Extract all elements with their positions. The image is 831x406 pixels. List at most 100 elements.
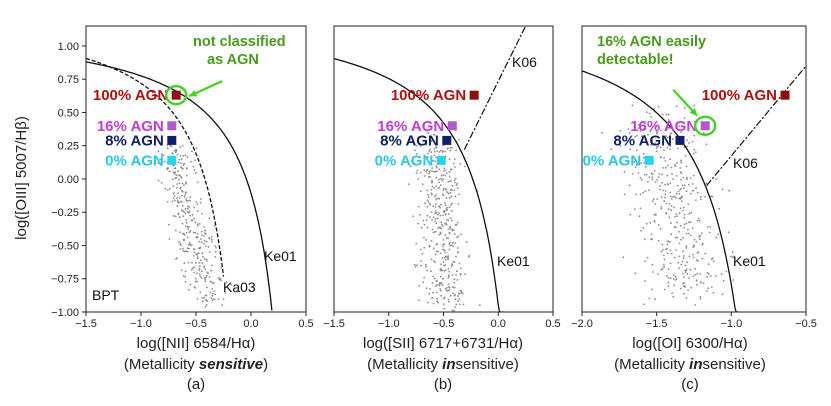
agn-label-16pct: 16% AGN bbox=[630, 118, 697, 135]
galaxy-point bbox=[682, 257, 685, 260]
galaxy-point bbox=[184, 212, 187, 215]
galaxy-point bbox=[675, 249, 678, 251]
galaxy-point bbox=[440, 174, 443, 177]
galaxy-point bbox=[196, 210, 199, 213]
galaxy-point bbox=[442, 245, 444, 248]
panel-b-curve-label-k06: K06 bbox=[512, 54, 537, 70]
galaxy-point bbox=[694, 267, 697, 270]
galaxy-point bbox=[435, 198, 438, 201]
galaxy-point bbox=[441, 225, 444, 228]
galaxy-point bbox=[659, 146, 662, 149]
galaxy-point bbox=[680, 159, 682, 162]
galaxy-point bbox=[712, 291, 715, 294]
galaxy-point bbox=[690, 211, 693, 214]
galaxy-point bbox=[185, 198, 188, 200]
galaxy-point bbox=[672, 195, 674, 198]
galaxy-point bbox=[460, 290, 463, 293]
galaxy-point bbox=[660, 269, 663, 271]
galaxy-point bbox=[438, 284, 441, 287]
galaxy-point bbox=[168, 170, 171, 173]
galaxy-point bbox=[193, 251, 196, 254]
galaxy-point bbox=[651, 238, 653, 241]
galaxy-point bbox=[443, 270, 446, 272]
galaxy-point bbox=[672, 277, 675, 280]
galaxy-point bbox=[442, 193, 445, 196]
galaxy-point bbox=[183, 162, 186, 165]
galaxy-point bbox=[667, 285, 670, 287]
galaxy-point bbox=[176, 186, 178, 189]
galaxy-point bbox=[186, 247, 189, 250]
galaxy-point bbox=[180, 200, 183, 203]
galaxy-point bbox=[208, 237, 211, 240]
galaxy-point bbox=[669, 148, 672, 151]
galaxy-point bbox=[458, 303, 461, 306]
galaxy-point bbox=[667, 240, 670, 243]
galaxy-point bbox=[205, 294, 208, 297]
galaxy-point bbox=[444, 256, 446, 259]
galaxy-point bbox=[453, 179, 456, 182]
galaxy-point bbox=[184, 154, 187, 157]
agn-label-16pct: 16% AGN bbox=[377, 118, 444, 135]
galaxy-point bbox=[206, 259, 208, 262]
galaxy-point bbox=[440, 268, 442, 271]
panel-b-demarcation-curves bbox=[334, 26, 527, 312]
galaxy-point bbox=[433, 150, 436, 153]
galaxy-point bbox=[211, 238, 213, 241]
x-tick-label: 0.5 bbox=[545, 318, 560, 330]
galaxy-point bbox=[682, 273, 684, 275]
galaxy-point bbox=[643, 122, 646, 125]
galaxy-point bbox=[188, 243, 191, 246]
galaxy-point bbox=[191, 261, 193, 264]
galaxy-point bbox=[709, 226, 712, 228]
galaxy-point bbox=[710, 258, 713, 261]
galaxy-point bbox=[669, 240, 671, 243]
galaxy-point bbox=[721, 188, 724, 191]
galaxy-point bbox=[665, 135, 667, 138]
agn-label-0pct: 0% AGN bbox=[583, 152, 642, 169]
galaxy-point bbox=[436, 170, 438, 173]
galaxy-point bbox=[450, 180, 452, 183]
galaxy-point bbox=[447, 277, 450, 279]
galaxy-point bbox=[182, 215, 185, 218]
galaxy-point bbox=[442, 303, 445, 305]
galaxy-point bbox=[160, 182, 163, 184]
galaxy-point bbox=[211, 264, 213, 267]
galaxy-point bbox=[640, 135, 643, 138]
galaxy-point bbox=[176, 154, 179, 156]
galaxy-point bbox=[182, 249, 185, 252]
galaxy-point bbox=[201, 252, 204, 255]
galaxy-point bbox=[441, 257, 444, 259]
galaxy-point bbox=[458, 298, 461, 301]
y-tick-label: 1.00 bbox=[58, 41, 79, 53]
galaxy-point bbox=[196, 236, 199, 239]
galaxy-point bbox=[450, 265, 453, 268]
galaxy-point bbox=[680, 263, 682, 266]
galaxy-point bbox=[676, 236, 679, 239]
galaxy-point bbox=[430, 170, 432, 172]
galaxy-point bbox=[706, 290, 708, 292]
galaxy-point bbox=[419, 264, 422, 267]
galaxy-point bbox=[437, 187, 440, 190]
galaxy-point bbox=[645, 111, 648, 114]
galaxy-point bbox=[179, 244, 182, 247]
galaxy-point bbox=[441, 179, 444, 182]
panel-a-callout-line1: not classified bbox=[193, 34, 286, 50]
galaxy-point bbox=[669, 249, 672, 252]
galaxy-point bbox=[670, 209, 672, 212]
galaxy-point bbox=[687, 232, 690, 235]
galaxy-point bbox=[644, 260, 647, 263]
galaxy-point bbox=[629, 148, 632, 151]
galaxy-point bbox=[692, 253, 694, 256]
galaxy-point bbox=[669, 262, 672, 265]
galaxy-point bbox=[628, 184, 631, 187]
galaxy-point bbox=[664, 183, 666, 186]
galaxy-point bbox=[200, 241, 203, 244]
galaxy-point bbox=[189, 199, 192, 202]
galaxy-point bbox=[415, 242, 418, 245]
galaxy-point bbox=[717, 233, 720, 236]
galaxy-point bbox=[210, 235, 213, 238]
galaxy-point bbox=[643, 162, 645, 164]
galaxy-point bbox=[453, 189, 456, 192]
galaxy-point bbox=[186, 211, 189, 213]
